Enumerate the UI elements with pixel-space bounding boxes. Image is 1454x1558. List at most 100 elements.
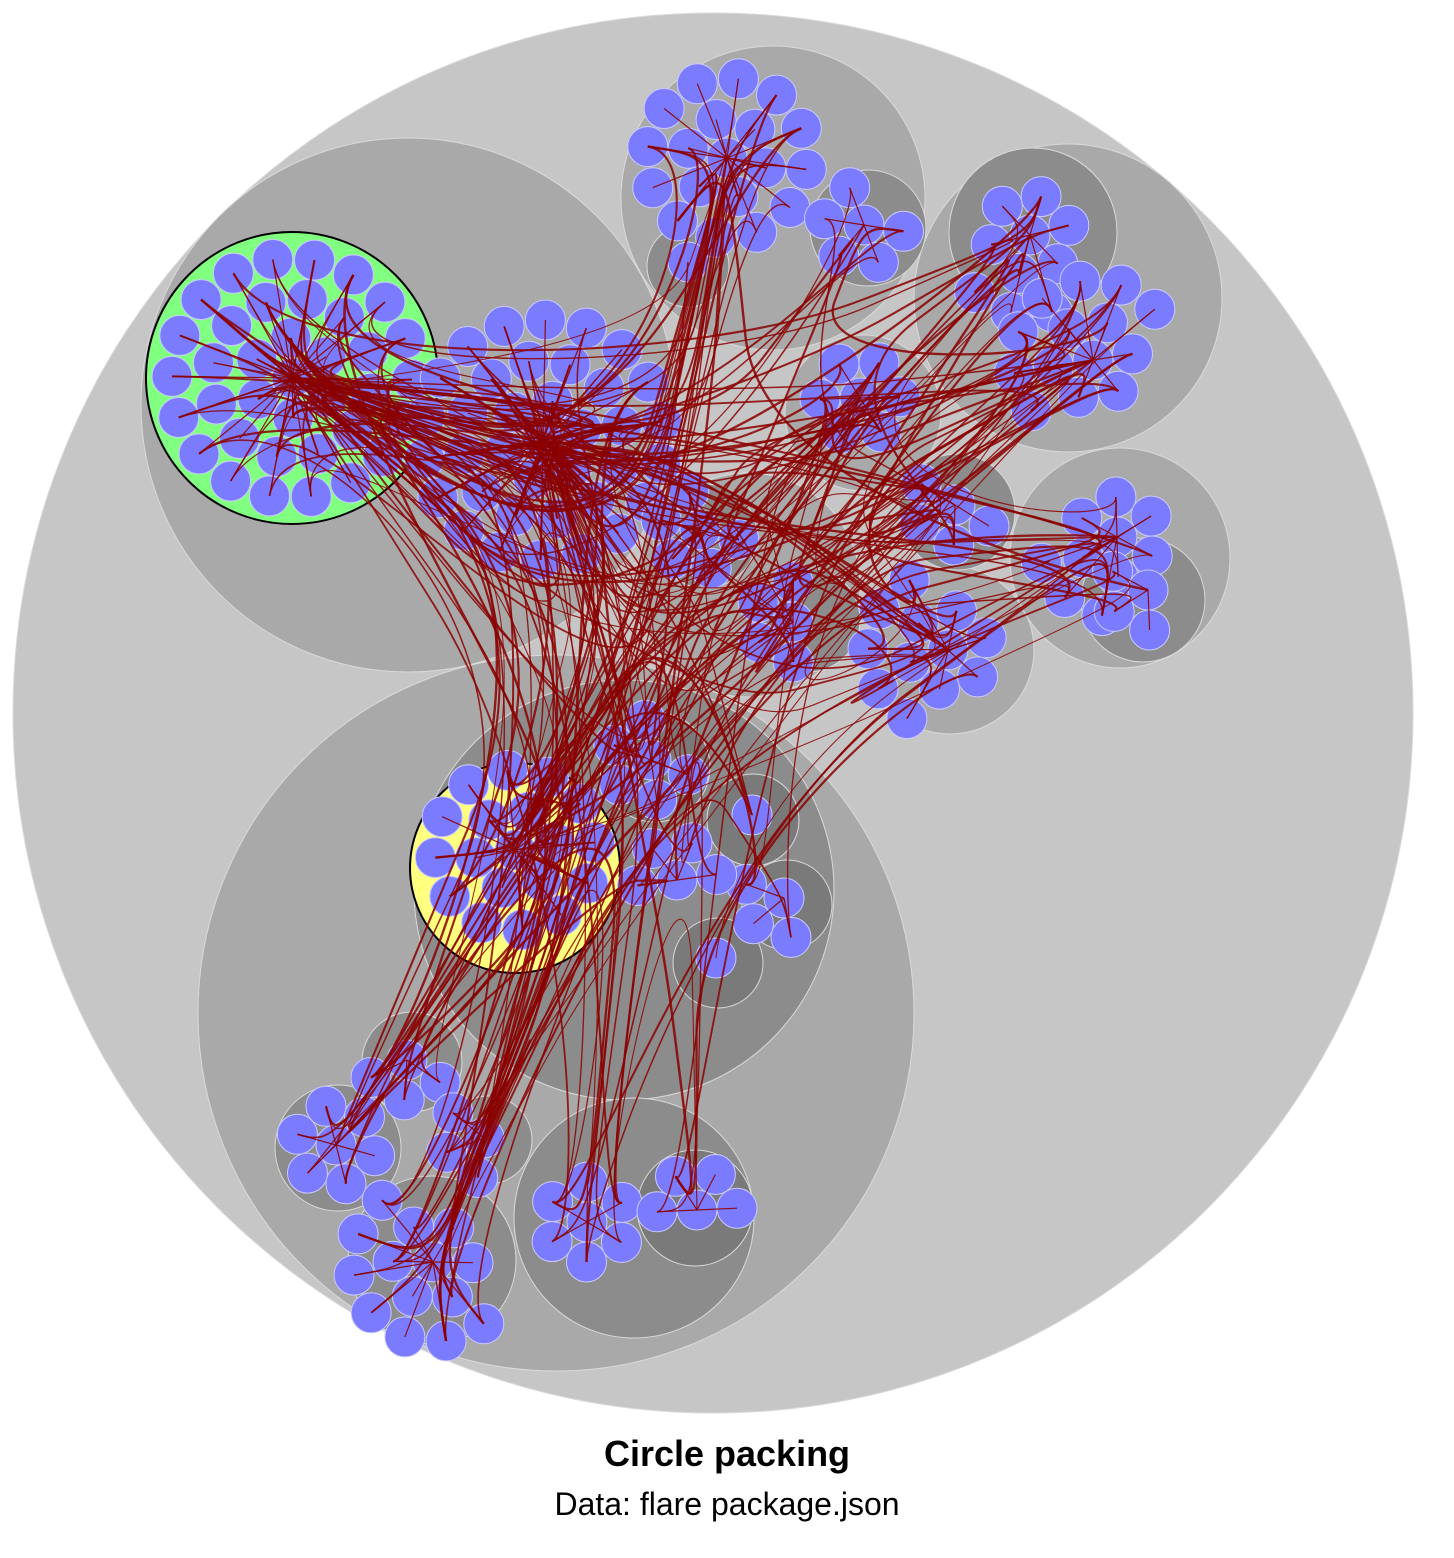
dependency-edge <box>178 362 880 586</box>
dependency-edge <box>529 554 1153 848</box>
dependency-edge <box>289 127 802 425</box>
dependency-edge <box>548 404 1039 614</box>
dependency-edge <box>746 883 785 899</box>
dependency-edge <box>679 483 942 776</box>
dependency-edge <box>650 759 658 800</box>
dependency-edge <box>256 358 753 816</box>
dependency-edge <box>696 1174 716 1211</box>
dependency-edges <box>171 78 1156 1342</box>
dependency-edge <box>651 848 678 881</box>
dependency-edge <box>449 534 1118 898</box>
dependency-edge <box>715 119 728 159</box>
circle-packing-diagram <box>12 12 1414 1414</box>
dependency-edge <box>535 608 893 885</box>
dependency-edge <box>552 563 1109 1204</box>
dependency-edge <box>755 302 1054 673</box>
dependency-edge <box>323 94 778 511</box>
dependency-edge <box>392 799 792 1263</box>
dependency-edge <box>307 388 647 740</box>
dependency-edge <box>357 1039 532 1250</box>
dependency-edge <box>938 649 949 690</box>
dependency-edge <box>660 519 795 663</box>
dependency-edge <box>381 774 581 1206</box>
dependency-edge <box>753 897 785 925</box>
diagram-subtitle: Data: flare package.json <box>554 1486 900 1522</box>
dependency-edge <box>439 281 1081 1341</box>
dependency-edge <box>179 334 1119 577</box>
dependency-edge <box>746 575 958 885</box>
dependency-edge <box>392 378 598 1263</box>
dependency-edge <box>726 128 756 159</box>
dependency-edge <box>947 649 979 678</box>
dependency-edge <box>178 410 573 492</box>
dependency-edge <box>850 536 1118 704</box>
dependency-edge <box>863 224 879 263</box>
dependency-edge <box>954 504 990 527</box>
dependency-edge <box>715 515 1152 959</box>
dependency-edge <box>275 401 498 1079</box>
diagram-title: Circle packing <box>603 1433 851 1474</box>
dependency-edge <box>1029 234 1059 265</box>
dependency-edge <box>231 325 532 1178</box>
dependency-edge <box>483 127 802 1139</box>
dependency-edge <box>381 1199 434 1263</box>
dependency-edge <box>644 243 996 746</box>
dependency-edge <box>498 280 1081 553</box>
dependency-edge <box>452 362 880 1124</box>
dependency-edge <box>231 324 662 428</box>
dependency-edge <box>451 127 802 1231</box>
dependency-edge <box>371 239 1014 360</box>
dependency-edge <box>257 363 842 464</box>
dependency-edge <box>1092 353 1133 361</box>
dependency-edge <box>425 416 597 916</box>
dependency-edge <box>1147 589 1151 631</box>
dependency-edge <box>307 331 1027 1174</box>
dependency-edge <box>322 397 599 1185</box>
dependency-edge <box>586 1181 589 1223</box>
dependency-edge <box>1041 536 1118 564</box>
dependency-edge <box>483 517 1101 1139</box>
dependency-edge <box>467 346 1070 637</box>
dependency-edge <box>656 761 703 1213</box>
dependency-edge <box>388 378 794 623</box>
dependency-edge <box>257 78 739 400</box>
dependency-edge <box>804 483 942 681</box>
dependency-edge <box>575 570 1131 844</box>
dependency-edge <box>213 362 647 752</box>
dependency-edge <box>386 378 925 694</box>
dependency-edge <box>598 515 1109 670</box>
dependency-edge <box>275 423 958 637</box>
dependency-edge <box>483 854 569 1139</box>
dependency-edge <box>361 879 668 1121</box>
dependency-edge <box>411 1261 434 1297</box>
dependency-edge <box>291 224 865 556</box>
dependency-edge <box>300 299 562 516</box>
dependency-edge <box>404 1261 434 1338</box>
dependency-edge <box>316 274 739 541</box>
dependency-edge <box>464 441 886 650</box>
dependency-edge <box>600 381 693 1195</box>
dependency-edge <box>487 569 936 823</box>
dependency-edge <box>663 108 728 159</box>
dependency-edge <box>1064 536 1118 598</box>
dependency-edge <box>815 380 1069 584</box>
dependency-edge <box>322 301 648 726</box>
dependency-edge <box>568 462 1119 578</box>
dependency-edge <box>703 302 1053 631</box>
dependency-edge <box>696 83 728 159</box>
dependency-edge <box>696 1207 738 1211</box>
dependency-edge <box>439 377 587 1203</box>
dependency-edge <box>432 1261 474 1264</box>
dependency-edge <box>671 427 844 560</box>
dependency-edge <box>441 816 516 851</box>
dependency-edge <box>344 847 616 1211</box>
dependency-edge <box>514 711 753 851</box>
dependency-edge <box>381 163 767 1205</box>
dependency-edge <box>325 841 595 1130</box>
dependency-edge <box>676 873 717 881</box>
dependency-edge <box>503 234 1031 572</box>
dependency-edge <box>291 317 345 379</box>
dependency-edge <box>344 274 594 516</box>
dependency-edge <box>849 187 865 226</box>
dependency-edge <box>467 345 632 786</box>
